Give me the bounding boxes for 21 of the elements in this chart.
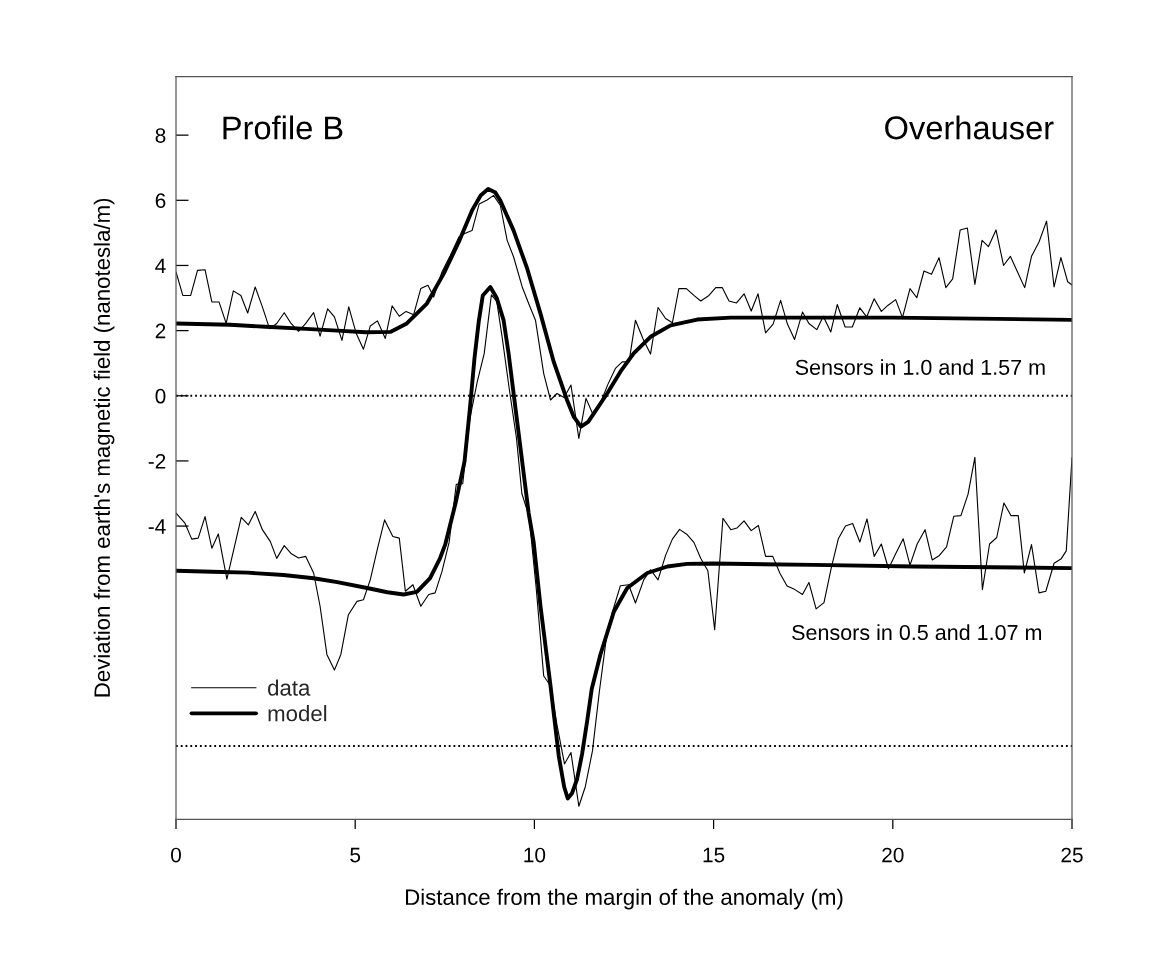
y-tick-label: 2 — [155, 323, 166, 339]
x-axis-title: Distance from the margin of the anomaly (m) — [406, 888, 843, 910]
y-tick-label: -4 — [148, 519, 166, 534]
x-tick-label: 15 — [703, 847, 725, 863]
x-tick-label: 0 — [171, 847, 181, 863]
y-tick-label: 4 — [155, 258, 166, 274]
legend-label: model — [268, 705, 327, 722]
y-tick-label: 6 — [155, 193, 166, 209]
text: Profile B — [223, 115, 343, 140]
x-tick-label: 20 — [882, 847, 904, 863]
annotation: Sensors in 0.5 and 1.07 m — [792, 624, 1042, 641]
legend-label: data — [268, 679, 311, 696]
y-axis-title: Deviation from earth's magnetic field (nanotesla/m) — [93, 198, 115, 697]
y-tick-label: -2 — [148, 453, 166, 469]
x-tick-label: 25 — [1061, 847, 1083, 863]
x-tick-label: 5 — [350, 847, 361, 863]
y-tick-label: 8 — [155, 128, 166, 143]
y-tick-label: 0 — [155, 388, 166, 404]
x-tick-label: 10 — [524, 847, 546, 863]
annotation: Sensors in 1.0 and 1.57 m — [795, 359, 1045, 375]
text: Overhauser — [885, 115, 1054, 140]
